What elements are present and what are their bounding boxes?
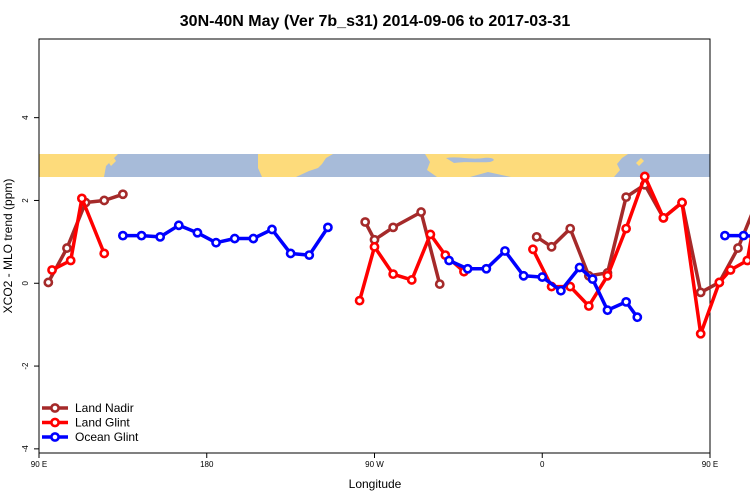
y-axis-label: XCO2 - MLO trend (ppm) <box>1 179 15 314</box>
data-point-land-nadir <box>621 192 632 203</box>
data-point-land-nadir <box>99 195 110 206</box>
data-point-land-nadir <box>388 222 399 233</box>
data-point-land-nadir <box>62 243 72 253</box>
data-point-ocean-glint <box>602 305 613 316</box>
data-point-land-glint <box>583 301 594 311</box>
data-point-land-glint <box>47 265 57 275</box>
data-point-ocean-glint <box>304 250 315 261</box>
data-point-land-glint <box>65 255 76 266</box>
series-layer <box>43 171 750 339</box>
data-point-land-nadir <box>733 243 743 253</box>
data-point-ocean-glint <box>738 230 749 241</box>
data-point-ocean-glint <box>117 230 128 241</box>
data-point-ocean-glint <box>267 224 277 235</box>
data-point-ocean-glint <box>500 246 510 256</box>
data-point-land-glint <box>388 269 399 280</box>
x-axis-label: Longitude <box>349 477 402 491</box>
data-point-ocean-glint <box>462 263 473 274</box>
x-axis: 90 E 180 90 W 0 90 E <box>31 453 718 469</box>
series-line-ocean-glint <box>723 233 750 238</box>
data-point-land-glint <box>99 248 110 259</box>
data-point-land-nadir <box>416 207 426 217</box>
map-strip-coast-asia <box>104 154 118 177</box>
map-strip-japan-2 <box>636 158 644 166</box>
series-line-ocean-glint <box>121 223 330 257</box>
data-point-ocean-glint <box>444 255 454 266</box>
data-point-ocean-glint <box>518 270 529 281</box>
data-point-ocean-glint <box>574 262 585 273</box>
data-point-land-glint <box>565 281 576 292</box>
legend-marker-ocean-glint <box>50 432 60 442</box>
data-point-land-nadir <box>565 223 576 234</box>
data-point-land-nadir <box>360 217 371 227</box>
data-point-land-glint <box>695 328 706 339</box>
data-point-ocean-glint <box>173 220 184 231</box>
chart-title: 30N-40N May (Ver 7b_s31) 2014-09-06 to 2… <box>180 13 571 30</box>
data-point-ocean-glint <box>285 248 296 259</box>
data-point-land-nadir <box>117 189 128 200</box>
data-point-land-glint <box>677 197 687 208</box>
y-tick-label: 2 <box>21 198 30 203</box>
series-line-land-glint <box>50 196 106 272</box>
data-point-land-glint <box>725 265 736 275</box>
data-point-ocean-glint <box>621 296 632 307</box>
data-point-land-nadir <box>695 287 706 298</box>
data-point-land-glint <box>742 255 750 266</box>
map-strip <box>39 154 710 177</box>
x-tick-label: 90 E <box>702 460 718 469</box>
data-point-ocean-glint <box>211 237 221 248</box>
series-line-land-glint <box>531 174 750 336</box>
x-tick-label: 90 W <box>365 460 384 469</box>
map-strip-sea-med <box>446 157 494 163</box>
map-strip-land-america <box>258 154 333 177</box>
legend-marker-land-glint <box>50 417 60 428</box>
x-tick-label: 180 <box>200 460 214 469</box>
y-tick-label: -4 <box>21 445 30 453</box>
data-point-land-nadir <box>43 277 54 288</box>
data-point-ocean-glint <box>555 285 566 296</box>
data-point-ocean-glint <box>587 274 598 285</box>
data-point-land-glint <box>425 229 436 240</box>
series-line-land-nadir <box>534 182 750 295</box>
x-tick-label: 90 E <box>31 460 47 469</box>
data-point-land-nadir <box>434 279 445 289</box>
data-point-ocean-glint <box>229 233 240 244</box>
legend-label-land-glint: Land Glint <box>75 416 130 430</box>
data-point-ocean-glint <box>248 233 259 244</box>
data-point-ocean-glint <box>537 272 548 282</box>
data-point-ocean-glint <box>481 263 492 274</box>
data-point-land-glint <box>621 223 632 234</box>
y-axis: -4 -2 0 2 4 <box>21 115 39 453</box>
data-point-ocean-glint <box>192 227 203 238</box>
y-tick-label: -2 <box>21 362 30 370</box>
legend-marker-land-nadir <box>50 403 60 413</box>
map-strip-japan <box>109 158 116 166</box>
data-point-ocean-glint <box>155 231 166 242</box>
data-point-land-glint <box>639 171 650 182</box>
y-tick-label: 4 <box>21 115 30 120</box>
data-point-land-glint <box>76 193 87 204</box>
data-point-ocean-glint <box>323 222 333 233</box>
data-point-land-glint <box>354 295 365 306</box>
y-tick-label: 0 <box>21 280 30 285</box>
legend-label-land-nadir: Land Nadir <box>75 401 134 415</box>
data-point-land-glint <box>528 244 538 255</box>
data-point-land-glint <box>714 277 725 288</box>
data-point-ocean-glint <box>136 230 147 241</box>
data-point-land-glint <box>369 241 380 252</box>
data-point-land-glint <box>658 212 669 223</box>
data-point-land-nadir <box>531 231 542 242</box>
x-tick-label: 0 <box>540 460 545 469</box>
data-point-land-nadir <box>546 241 557 252</box>
data-point-land-glint <box>406 275 417 285</box>
data-point-land-glint <box>602 270 613 281</box>
legend-label-ocean-glint: Ocean Glint <box>75 430 139 444</box>
map-strip-land-asia <box>39 154 104 177</box>
data-point-ocean-glint <box>632 312 643 323</box>
data-point-ocean-glint <box>720 230 730 241</box>
